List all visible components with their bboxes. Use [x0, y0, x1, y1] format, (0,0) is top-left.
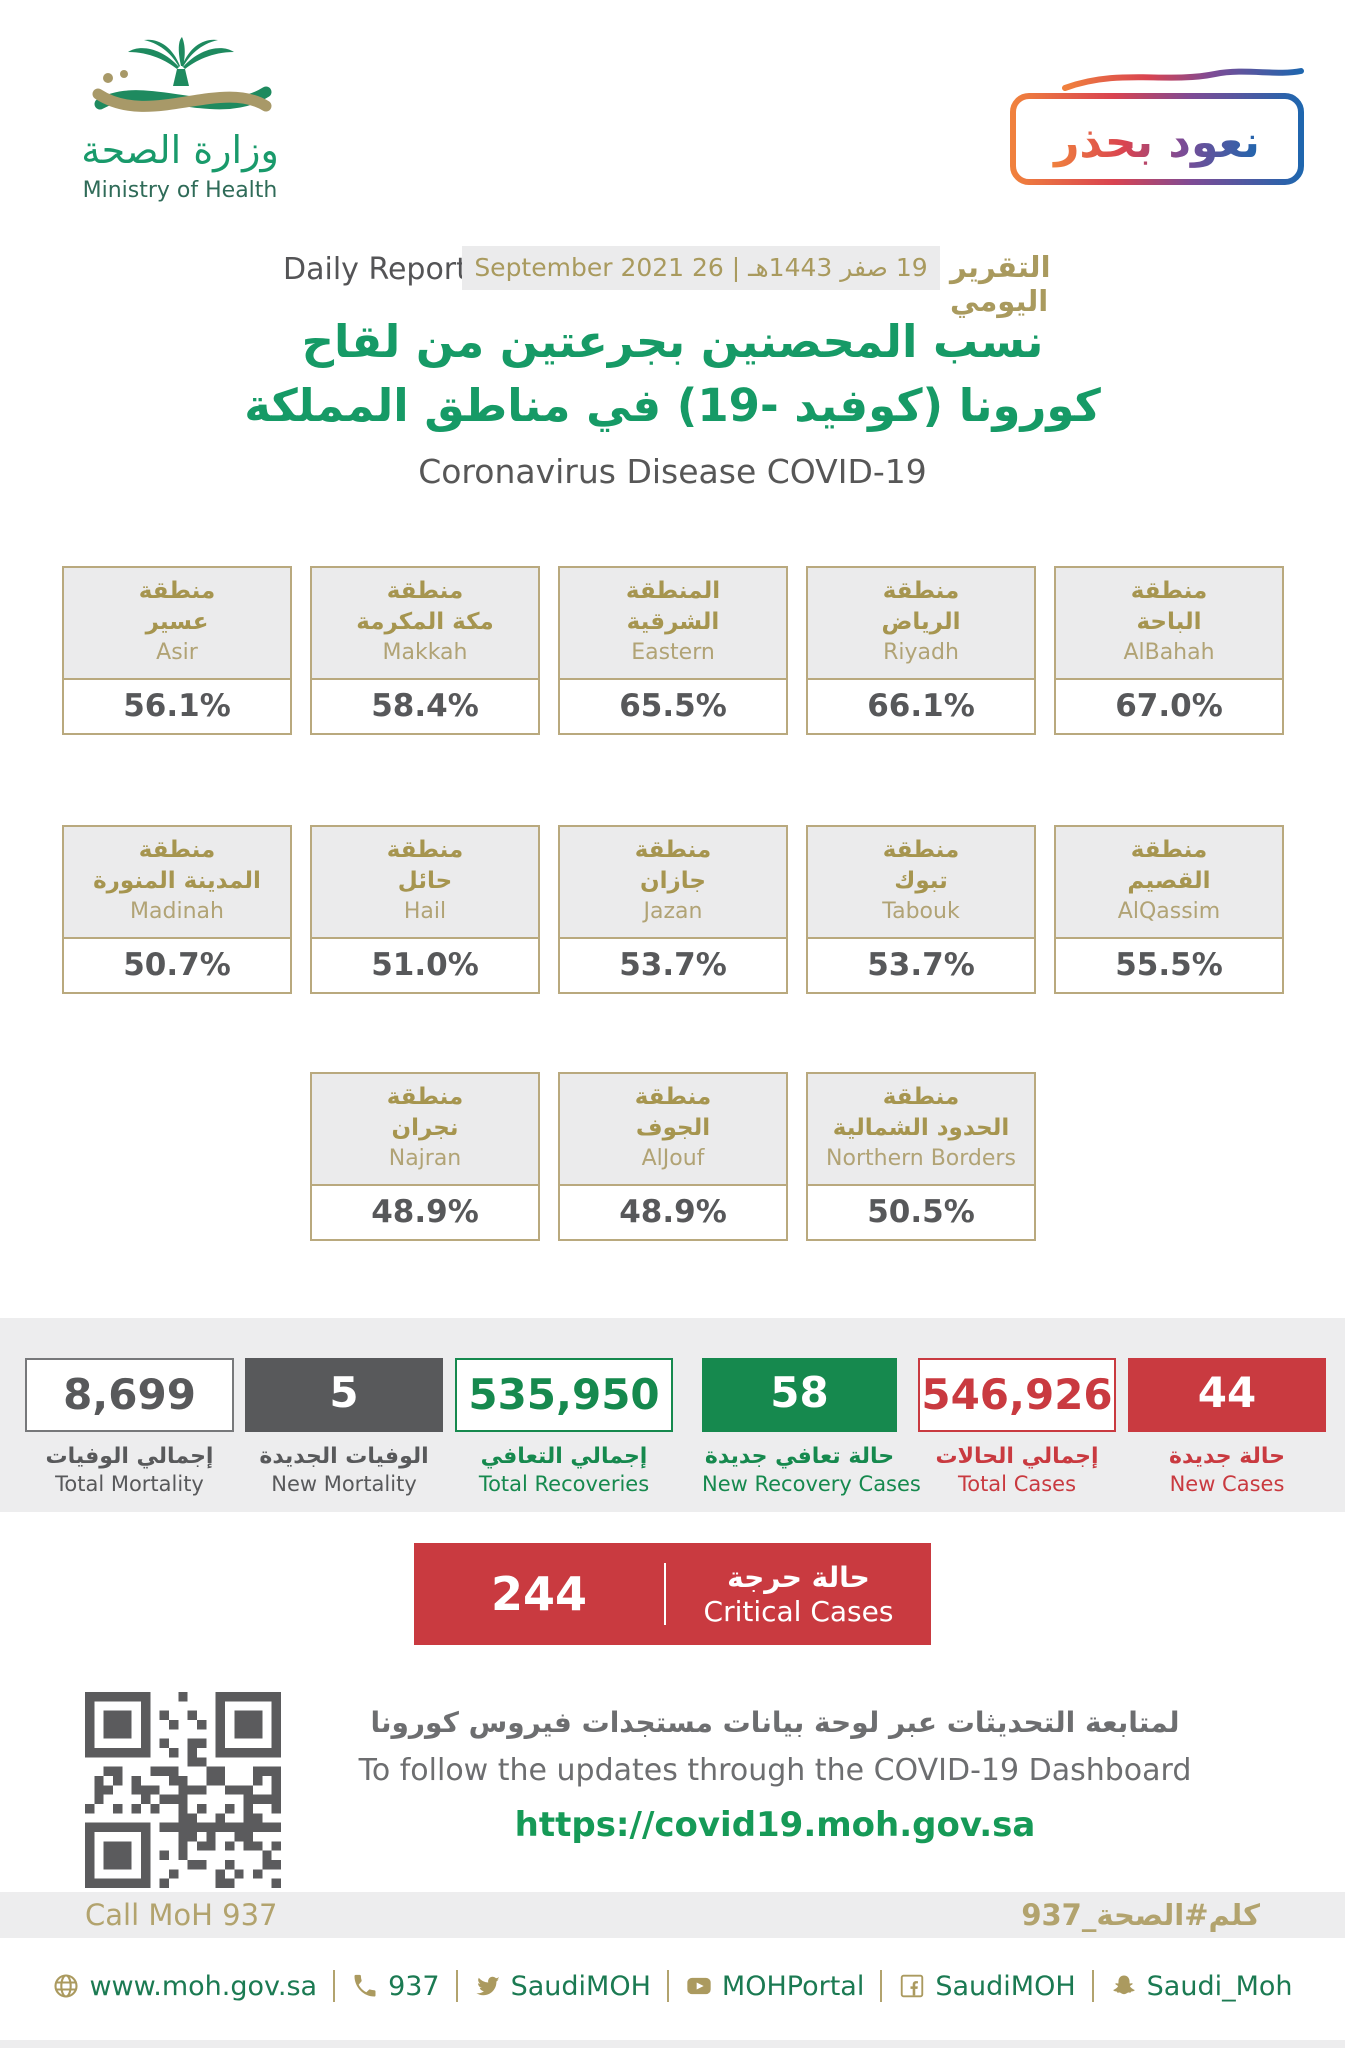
- region-value: 67.0%: [1115, 688, 1223, 724]
- statistics-band: 8,699 إجمالي الوفيات Total Mortality 5 ا…: [0, 1318, 1345, 1512]
- region-value: 53.7%: [619, 947, 727, 983]
- region-card-jazan: منطقة جازان Jazan 53.7%: [558, 825, 788, 994]
- link-facebook[interactable]: SaudiMOH: [898, 1971, 1076, 2002]
- region-card-tabouk: منطقة تبوك Tabouk 53.7%: [806, 825, 1036, 994]
- critical-cases-label-en: Critical Cases: [703, 1595, 894, 1628]
- critical-cases-label-ar: حالة حرجة: [727, 1561, 870, 1594]
- separator: [455, 1970, 458, 2002]
- page-title-arabic-line1: نسب المحصنين بجرعتين من لقاح: [301, 315, 1044, 368]
- critical-cases-banner: 244 حالة حرجة Critical Cases: [414, 1543, 931, 1645]
- region-value: 50.7%: [123, 947, 231, 983]
- globe-icon: [54, 1974, 79, 1998]
- report-date: 19 صفر 1443هـ | 26 September 2021: [462, 246, 940, 290]
- total-recoveries-value: 535,950: [455, 1358, 673, 1432]
- youtube-icon: [687, 1977, 711, 1995]
- region-card-makkah: منطقة مكة المكرمة Makkah 58.4%: [310, 566, 540, 735]
- region-card-riyadh: منطقة الرياض Riyadh 66.1%: [806, 566, 1036, 735]
- region-card-aljouf: منطقة الجوف AlJouf 48.9%: [558, 1072, 788, 1241]
- region-card-madinah: منطقة المدينة المنورة Madinah 50.7%: [62, 825, 292, 994]
- stat-total-cases: 546,926 إجمالي الحالات Total Cases: [918, 1358, 1116, 1496]
- twitter-icon: [475, 1976, 500, 1996]
- dashboard-text-ar: لمتابعة التحديثات عبر لوحة بيانات مستجدا…: [370, 1706, 1180, 1739]
- moh-logo-arabic: وزارة الصحة: [81, 128, 279, 172]
- separator: [880, 1970, 883, 2002]
- region-value: 66.1%: [867, 688, 975, 724]
- link-website[interactable]: www.moh.gov.sa: [52, 1971, 317, 2002]
- link-twitter[interactable]: SaudiMOH: [474, 1971, 651, 2002]
- dashboard-url-link[interactable]: https://covid19.moh.gov.sa: [514, 1805, 1036, 1845]
- page-title-arabic: نسب المحصنين بجرعتين من لقاح كورونا (كوف…: [0, 310, 1345, 438]
- stat-new-cases: 44 حالة جديدة New Cases: [1128, 1358, 1326, 1496]
- stat-total-mortality: 8,699 إجمالي الوفيات Total Mortality: [25, 1358, 234, 1496]
- moh-logo-english: Ministry of Health: [82, 178, 278, 203]
- region-card-northern-borders: منطقة الحدود الشمالية Northern Borders 50…: [806, 1072, 1036, 1241]
- link-phone[interactable]: 937: [351, 1971, 440, 2002]
- region-value: 48.9%: [371, 1194, 479, 1230]
- critical-divider: [664, 1563, 666, 1625]
- link-snapchat[interactable]: Saudi_Moh: [1110, 1971, 1293, 2002]
- region-value: 51.0%: [371, 947, 479, 983]
- region-value: 56.1%: [123, 688, 231, 724]
- separator: [333, 1970, 336, 2002]
- new-cases-value: 44: [1128, 1358, 1326, 1432]
- qr-code: [85, 1692, 281, 1888]
- moh-logo-mark: [92, 37, 272, 112]
- phone-icon: [354, 1974, 376, 1997]
- stat-total-recoveries: 535,950 إجمالي التعافي Total Recoveries: [455, 1358, 673, 1496]
- separator: [666, 1970, 669, 2002]
- region-card-albahah: منطقة الباحة AlBahah 67.0%: [1054, 566, 1284, 735]
- region-card-eastern: المنطقة الشرقية Eastern 65.5%: [558, 566, 788, 735]
- snapchat-icon: [1112, 1975, 1135, 1995]
- region-card-hail: منطقة حائل Hail 51.0%: [310, 825, 540, 994]
- footer-band: Call MoH 937 كلم#الصحة_937: [0, 1892, 1345, 1938]
- facebook-icon: [901, 1974, 924, 1998]
- hashtag-label: كلم#الصحة_937: [1021, 1898, 1260, 1932]
- bottom-strip: [0, 2040, 1345, 2048]
- region-value: 50.5%: [867, 1194, 975, 1230]
- dashboard-text-en: To follow the updates through the COVID-…: [358, 1753, 1192, 1788]
- badge-swoosh: [1062, 68, 1304, 91]
- region-value: 55.5%: [1115, 947, 1223, 983]
- total-mortality-value: 8,699: [25, 1358, 234, 1432]
- new-recovery-cases-value: 58: [702, 1358, 897, 1432]
- page-title-english: Coronavirus Disease COVID-19: [418, 452, 927, 491]
- new-mortality-value: 5: [245, 1358, 443, 1432]
- stat-new-mortality: 5 الوفيات الجديدة New Mortality: [245, 1358, 443, 1496]
- link-youtube[interactable]: MOHPortal: [685, 1971, 864, 2002]
- region-value: 58.4%: [371, 688, 479, 724]
- critical-cases-value: 244: [490, 1567, 588, 1621]
- daily-report-label-ar: التقرير اليومي: [950, 250, 1051, 318]
- region-card-alqassim: منطقة القصيم AlQassim 55.5%: [1054, 825, 1284, 994]
- region-card-najran: منطقة نجران Najran 48.9%: [310, 1072, 540, 1241]
- separator: [1091, 1970, 1094, 2002]
- stat-new-recovery-cases: 58 حالة تعافي جديدة New Recovery Cases: [702, 1358, 921, 1496]
- region-value: 53.7%: [867, 947, 975, 983]
- badge-text: نعود بحذر: [1052, 117, 1260, 168]
- return-with-caution-badge: نعود بحذر: [1010, 68, 1304, 185]
- daily-report-label-en: Daily Report: [283, 252, 468, 287]
- page-title-arabic-line2: كورونا (كوفيد -19) في مناطق المملكة: [244, 379, 1101, 432]
- contact-links-row: www.moh.gov.sa 937 SaudiMOH MOHPortal: [0, 1970, 1345, 2002]
- region-value: 65.5%: [619, 688, 727, 724]
- call-moh-label: Call MoH 937: [85, 1898, 278, 1932]
- total-cases-value: 546,926: [918, 1358, 1116, 1432]
- region-card-asir: منطقة عسير Asir 56.1%: [62, 566, 292, 735]
- dashboard-info: لمتابعة التحديثات عبر لوحة بيانات مستجدا…: [300, 1700, 1250, 1854]
- region-value: 48.9%: [619, 1194, 727, 1230]
